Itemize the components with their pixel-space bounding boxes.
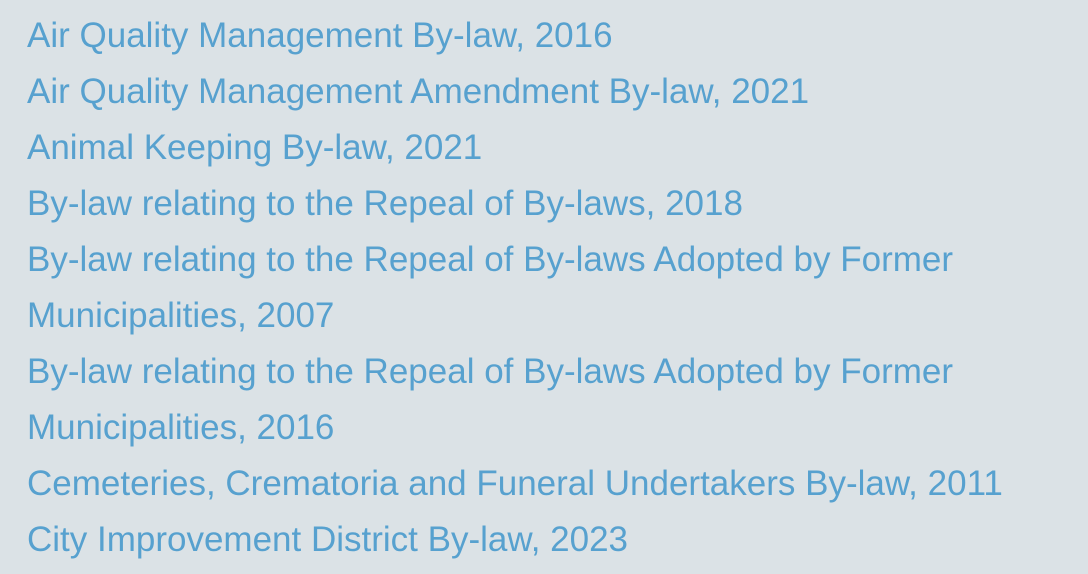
list-item: City Improvement District By-law, 2023 [27, 512, 1047, 568]
bylaw-link-repeal-former-municipalities-2016[interactable]: By-law relating to the Repeal of By-laws… [27, 352, 953, 447]
bylaw-list: Air Quality Management By-law, 2016 Air … [27, 8, 1047, 568]
bylaw-link-animal-keeping-2021[interactable]: Animal Keeping By-law, 2021 [27, 128, 483, 167]
bylaw-link-repeal-2018[interactable]: By-law relating to the Repeal of By-laws… [27, 184, 743, 223]
list-item: Air Quality Management By-law, 2016 [27, 8, 1047, 64]
list-item: By-law relating to the Repeal of By-laws… [27, 176, 1047, 232]
list-item: Cemeteries, Crematoria and Funeral Under… [27, 456, 1047, 512]
list-item: By-law relating to the Repeal of By-laws… [27, 232, 1047, 344]
bylaw-link-air-quality-amendment-2021[interactable]: Air Quality Management Amendment By-law,… [27, 72, 810, 111]
list-item: By-law relating to the Repeal of By-laws… [27, 344, 1047, 456]
list-item: Animal Keeping By-law, 2021 [27, 120, 1047, 176]
bylaw-link-repeal-former-municipalities-2007[interactable]: By-law relating to the Repeal of By-laws… [27, 240, 953, 335]
list-item: Air Quality Management Amendment By-law,… [27, 64, 1047, 120]
bylaw-link-air-quality-2016[interactable]: Air Quality Management By-law, 2016 [27, 16, 613, 55]
bylaw-link-city-improvement-district-2023[interactable]: City Improvement District By-law, 2023 [27, 520, 629, 559]
bylaw-link-cemeteries-2011[interactable]: Cemeteries, Crematoria and Funeral Under… [27, 464, 1003, 503]
